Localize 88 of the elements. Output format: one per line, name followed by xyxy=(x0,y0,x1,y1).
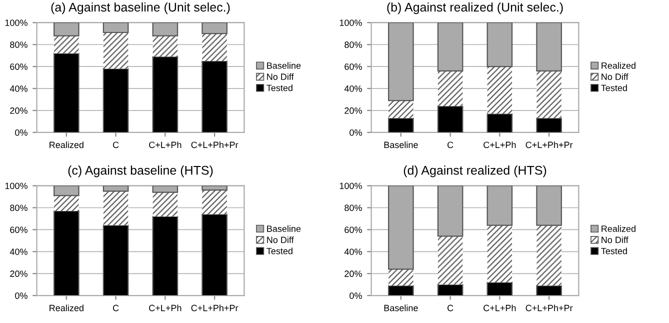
bar xyxy=(54,52,80,132)
bar xyxy=(438,70,463,106)
x-tick-label: C xyxy=(113,142,119,148)
bar xyxy=(152,56,178,132)
bar xyxy=(103,191,128,226)
x-tick-label: Realized xyxy=(50,304,84,312)
bar xyxy=(152,192,178,216)
y-tick-label: 20% xyxy=(10,107,28,114)
legend-label: Realized xyxy=(602,225,636,232)
bar xyxy=(486,113,513,132)
x-tick-label: C xyxy=(448,142,454,148)
legend-label: No Diff xyxy=(602,73,628,80)
y-tick-label: 100% xyxy=(5,182,28,190)
bar xyxy=(388,285,414,296)
bar xyxy=(438,236,463,285)
legend-label: Tested xyxy=(266,248,292,254)
bar xyxy=(437,106,464,132)
legend-label: Tested xyxy=(601,84,627,92)
x-tick-label: C xyxy=(113,304,119,312)
y-tick-label: 40% xyxy=(10,248,28,255)
bar xyxy=(487,66,512,114)
legend-label: Realized xyxy=(602,62,636,69)
y-tick-label: 100% xyxy=(340,182,362,190)
x-tick-label: C+L+Ph xyxy=(149,304,182,312)
y-tick-label: 80% xyxy=(10,42,28,48)
bar xyxy=(536,285,562,296)
bar xyxy=(103,32,128,69)
x-tick-label: C+L+Ph xyxy=(484,304,516,312)
y-tick-label: 0% xyxy=(15,292,28,299)
chart-title: (a) Against baseline (Unit selec.) xyxy=(51,2,230,14)
y-tick-label: 40% xyxy=(344,85,362,92)
bar xyxy=(102,68,129,132)
y-tick-label: 40% xyxy=(10,85,28,92)
bar xyxy=(54,196,79,211)
x-tick-label: C+L+Ph+Pr xyxy=(191,304,238,312)
bar xyxy=(54,36,79,54)
bar xyxy=(202,60,228,132)
bar xyxy=(202,34,227,62)
chart-title: (b) Against realized (Unit selec.) xyxy=(387,2,563,14)
bar xyxy=(388,100,414,118)
legend-label: No Diff xyxy=(267,73,294,80)
bar xyxy=(54,210,80,296)
y-tick-label: 20% xyxy=(344,107,362,114)
bar xyxy=(102,224,129,296)
y-tick-label: 60% xyxy=(344,64,362,70)
bar xyxy=(388,118,414,132)
y-tick-label: 60% xyxy=(10,64,28,70)
y-tick-label: 0% xyxy=(350,129,362,136)
x-tick-label: C+L+Ph xyxy=(149,141,182,148)
x-tick-label: C+L+Ph xyxy=(484,141,516,148)
y-tick-label: 80% xyxy=(344,204,362,212)
x-tick-label: C+L+Ph+Pr xyxy=(191,141,238,148)
y-tick-label: 20% xyxy=(10,270,28,277)
legend-label: No Diff xyxy=(267,236,294,244)
x-tick-label: C xyxy=(448,304,454,312)
legend-label: Tested xyxy=(266,84,292,92)
legend-label: Baseline xyxy=(267,62,301,69)
y-tick-label: 60% xyxy=(10,226,28,234)
x-tick-label: C+L+Ph+Pr xyxy=(526,141,573,148)
y-tick-label: 20% xyxy=(344,270,362,277)
legend-label: Tested xyxy=(601,248,627,254)
x-tick-label: Baseline xyxy=(384,141,418,148)
bar xyxy=(202,214,228,296)
y-tick-label: 80% xyxy=(10,204,28,212)
chart-title: (d) Against realized (HTS) xyxy=(404,166,546,178)
y-tick-label: 100% xyxy=(340,20,362,26)
bar xyxy=(486,282,513,296)
y-tick-label: 40% xyxy=(344,248,362,255)
bar xyxy=(536,70,562,118)
y-tick-label: 100% xyxy=(5,20,28,26)
y-tick-label: 80% xyxy=(344,42,362,48)
bar xyxy=(536,118,562,132)
bar xyxy=(152,216,178,296)
chart-title: (c) Against baseline (HTS) xyxy=(68,166,213,178)
bar xyxy=(152,36,178,57)
legend-label: Baseline xyxy=(267,225,301,232)
x-tick-label: Baseline xyxy=(384,304,418,312)
bar xyxy=(487,225,512,282)
legend-label: No Diff xyxy=(602,236,628,244)
y-tick-label: 0% xyxy=(350,292,362,299)
x-tick-label: C+L+Ph+Pr xyxy=(526,304,573,312)
bar xyxy=(388,269,414,286)
bar xyxy=(437,284,464,296)
y-tick-label: 60% xyxy=(344,226,362,234)
x-tick-label: Realized xyxy=(50,141,84,148)
y-tick-label: 0% xyxy=(15,129,28,136)
bar xyxy=(536,225,562,286)
bar xyxy=(202,190,227,214)
